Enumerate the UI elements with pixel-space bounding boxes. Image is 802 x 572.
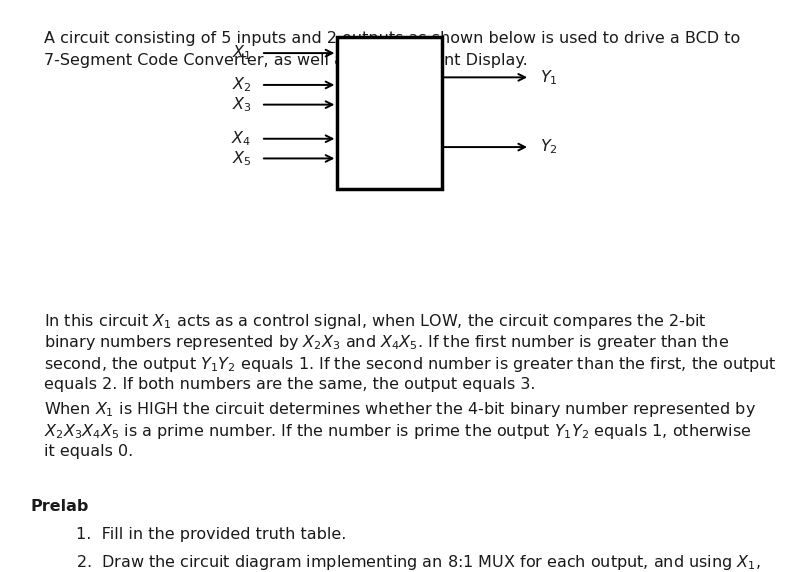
Bar xyxy=(337,37,441,189)
Text: $X_2$: $X_2$ xyxy=(232,76,251,94)
Text: $X_1$: $X_1$ xyxy=(232,43,251,62)
Text: In this circuit $X_1$ acts as a control signal, when LOW, the circuit compares t: In this circuit $X_1$ acts as a control … xyxy=(44,312,706,331)
Text: 7-Segment Code Converter, as well as a 7-Segment Display.: 7-Segment Code Converter, as well as a 7… xyxy=(44,53,527,68)
Text: 1.  Fill in the provided truth table.: 1. Fill in the provided truth table. xyxy=(76,527,346,542)
Text: binary numbers represented by $X_2$$X_3$ and $X_4$$X_5$. If the first number is : binary numbers represented by $X_2$$X_3$… xyxy=(44,333,728,352)
Text: $Y_1$: $Y_1$ xyxy=(539,68,557,87)
Text: it equals 0.: it equals 0. xyxy=(44,444,133,459)
Text: $X_3$: $X_3$ xyxy=(231,96,251,114)
Text: When $X_1$ is HIGH the circuit determines whether the 4-bit binary number repres: When $X_1$ is HIGH the circuit determine… xyxy=(44,400,755,419)
Text: $X_5$: $X_5$ xyxy=(232,149,251,168)
Text: equals 2. If both numbers are the same, the output equals 3.: equals 2. If both numbers are the same, … xyxy=(44,377,535,392)
Text: second, the output $Y_1$$Y_2$ equals 1. If the second number is greater than the: second, the output $Y_1$$Y_2$ equals 1. … xyxy=(44,355,776,374)
Text: $X_4$: $X_4$ xyxy=(231,129,251,148)
Text: Prelab: Prelab xyxy=(30,499,89,514)
Text: A circuit consisting of 5 inputs and 2 outputs as shown below is used to drive a: A circuit consisting of 5 inputs and 2 o… xyxy=(44,31,739,46)
Text: $Y_2$: $Y_2$ xyxy=(539,138,557,156)
Text: $X_2$$X_3$$X_4$$X_5$ is a prime number. If the number is prime the output $Y_1$$: $X_2$$X_3$$X_4$$X_5$ is a prime number. … xyxy=(44,422,751,441)
Text: 2.  Draw the circuit diagram implementing an 8:1 MUX for each output, and using : 2. Draw the circuit diagram implementing… xyxy=(76,553,760,572)
